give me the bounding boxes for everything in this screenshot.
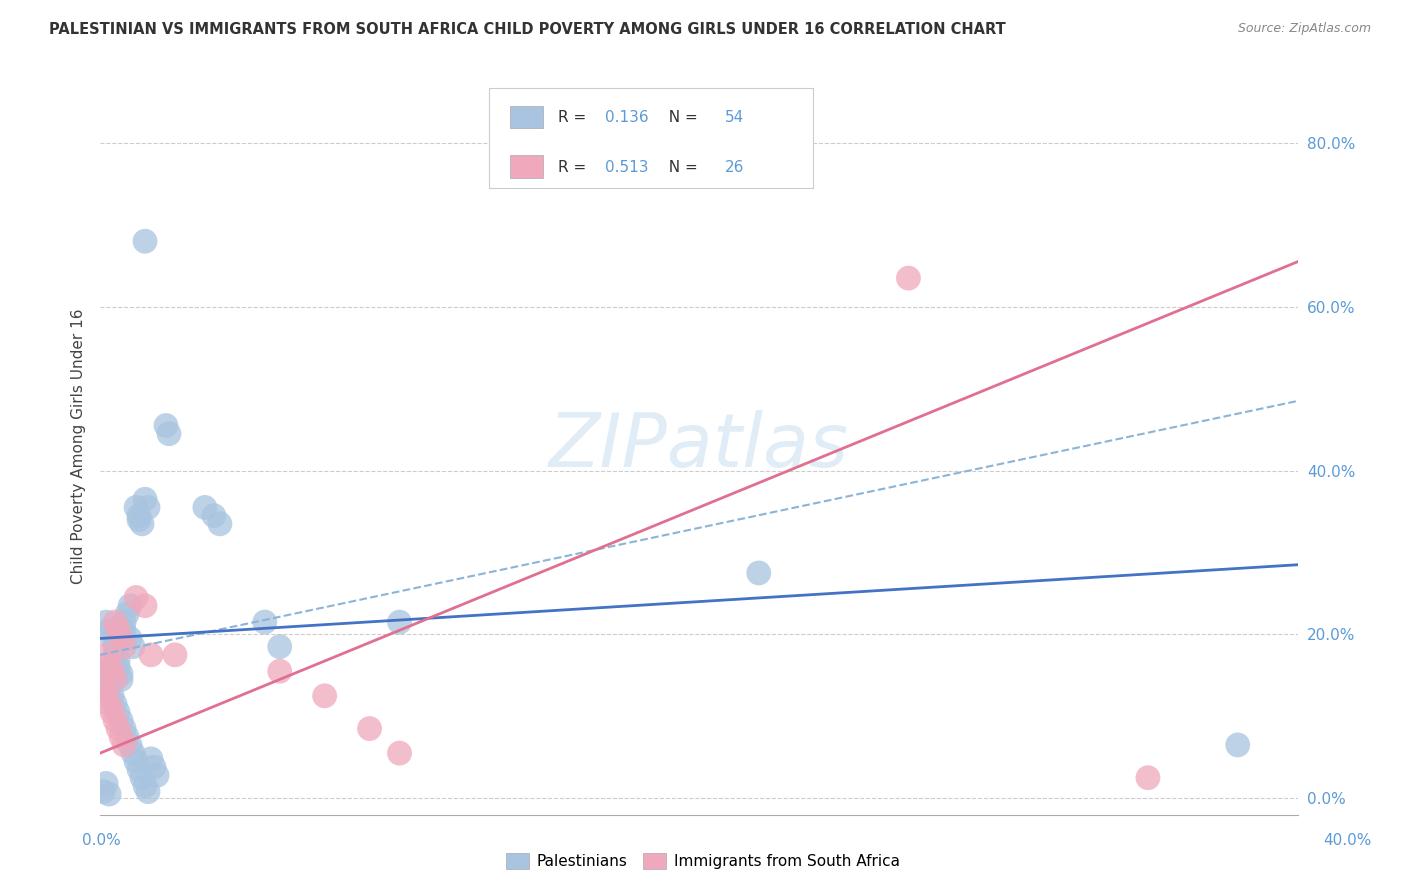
Point [104, 697, 127, 711]
Point [120, 738, 142, 752]
Point [131, 516, 153, 531]
Point [104, 673, 127, 687]
Point [94, 673, 117, 687]
Point [98, 681, 121, 695]
Point [112, 640, 135, 654]
Point [748, 566, 770, 580]
Point [359, 722, 381, 736]
Point [101, 632, 124, 646]
Text: 40.0%: 40.0% [1323, 833, 1371, 847]
Text: 0.136: 0.136 [606, 111, 650, 126]
Point [107, 654, 129, 668]
Point [91, 681, 114, 695]
Point [98, 697, 121, 711]
Point [131, 771, 153, 785]
Point [94, 615, 117, 629]
Point [253, 615, 276, 629]
Point [897, 271, 920, 285]
Point [101, 665, 124, 679]
Point [122, 746, 145, 760]
Text: 26: 26 [725, 161, 745, 175]
Point [136, 784, 159, 798]
Point [146, 768, 169, 782]
Point [139, 752, 162, 766]
Bar [509, 105, 543, 128]
Point [120, 632, 142, 646]
Text: ZIPatlas: ZIPatlas [548, 410, 849, 482]
Text: Source: ZipAtlas.com: Source: ZipAtlas.com [1237, 22, 1371, 36]
Point [115, 607, 138, 621]
Point [139, 648, 162, 662]
Point [94, 776, 117, 790]
Point [314, 689, 336, 703]
Point [194, 500, 217, 515]
Point [112, 722, 135, 736]
Point [104, 714, 127, 728]
Point [1136, 771, 1159, 785]
Point [136, 500, 159, 515]
Point [269, 640, 291, 654]
Point [202, 508, 225, 523]
Point [155, 418, 177, 433]
Point [125, 591, 148, 605]
Point [388, 615, 411, 629]
Bar [509, 155, 543, 178]
Point [98, 656, 121, 670]
Point [110, 730, 132, 744]
Point [128, 508, 150, 523]
Text: R =: R = [558, 111, 591, 126]
Point [125, 755, 148, 769]
Point [112, 738, 135, 752]
Text: N =: N = [659, 161, 703, 175]
Point [1226, 738, 1249, 752]
Point [98, 624, 121, 638]
Legend: Palestinians, Immigrants from South Africa: Palestinians, Immigrants from South Afri… [501, 847, 905, 875]
Point [134, 599, 156, 613]
Point [104, 615, 127, 629]
Point [104, 648, 127, 662]
Point [110, 714, 132, 728]
Text: N =: N = [659, 111, 703, 126]
Point [208, 516, 231, 531]
Point [128, 763, 150, 777]
Point [110, 666, 132, 681]
Point [98, 787, 121, 801]
Point [101, 705, 124, 719]
FancyBboxPatch shape [489, 88, 813, 188]
Point [112, 615, 135, 629]
Point [125, 500, 148, 515]
Point [128, 513, 150, 527]
Point [94, 648, 117, 662]
Point [101, 689, 124, 703]
Text: 54: 54 [725, 111, 744, 126]
Point [94, 689, 117, 703]
Point [104, 640, 127, 654]
Point [91, 665, 114, 679]
Point [107, 722, 129, 736]
Point [115, 730, 138, 744]
Y-axis label: Child Poverty Among Girls Under 16: Child Poverty Among Girls Under 16 [72, 309, 86, 583]
Text: PALESTINIAN VS IMMIGRANTS FROM SOUTH AFRICA CHILD POVERTY AMONG GIRLS UNDER 16 C: PALESTINIAN VS IMMIGRANTS FROM SOUTH AFR… [49, 22, 1005, 37]
Point [107, 660, 129, 674]
Point [163, 648, 186, 662]
Point [110, 632, 132, 646]
Text: 0.0%: 0.0% [82, 833, 121, 847]
Point [120, 599, 142, 613]
Point [269, 665, 291, 679]
Point [91, 784, 114, 798]
Point [107, 705, 129, 719]
Point [134, 234, 156, 248]
Point [110, 673, 132, 687]
Text: R =: R = [558, 161, 591, 175]
Text: 0.513: 0.513 [606, 161, 650, 175]
Point [388, 746, 411, 760]
Point [122, 640, 145, 654]
Point [134, 492, 156, 507]
Point [134, 779, 156, 793]
Point [112, 624, 135, 638]
Point [157, 426, 180, 441]
Point [143, 760, 166, 774]
Point [107, 624, 129, 638]
